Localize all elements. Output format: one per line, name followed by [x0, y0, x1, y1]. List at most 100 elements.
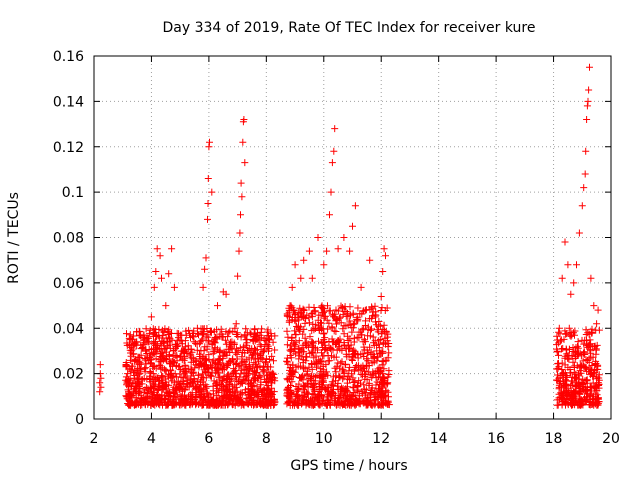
data-point — [219, 396, 226, 404]
data-point — [152, 345, 160, 353]
data-point — [127, 368, 135, 376]
data-point — [251, 326, 259, 334]
data-point — [203, 325, 211, 332]
data-point — [292, 383, 300, 390]
data-point — [365, 368, 373, 376]
data-point — [364, 332, 372, 340]
data-point — [170, 283, 178, 291]
data-point — [380, 397, 387, 405]
data-point — [286, 352, 294, 359]
data-point — [318, 377, 326, 385]
data-point — [351, 401, 359, 409]
data-point — [261, 387, 269, 394]
data-point — [359, 371, 366, 379]
data-point — [188, 379, 196, 387]
data-point — [136, 389, 144, 397]
data-point — [262, 395, 270, 403]
data-point — [208, 188, 216, 196]
data-point — [212, 333, 219, 341]
data-point — [309, 309, 317, 317]
data-point — [152, 329, 160, 337]
data-point — [187, 379, 195, 386]
data-point — [140, 336, 148, 344]
data-point — [122, 376, 130, 384]
data-point — [353, 383, 361, 391]
data-point — [376, 364, 384, 372]
data-point — [169, 362, 177, 370]
data-point — [235, 247, 243, 255]
data-point — [124, 401, 132, 409]
x-tick-label: 16 — [487, 431, 505, 447]
data-point — [558, 359, 566, 367]
data-point — [578, 202, 586, 210]
data-point — [346, 247, 354, 255]
data-point — [338, 386, 346, 394]
data-point — [268, 379, 276, 387]
data-point — [586, 401, 594, 409]
data-point — [308, 327, 316, 335]
data-point — [227, 344, 235, 352]
data-point — [221, 401, 229, 409]
data-point — [164, 327, 172, 335]
data-point — [286, 364, 294, 371]
data-point — [370, 370, 378, 378]
data-point — [308, 390, 316, 398]
data-point — [156, 393, 164, 401]
data-point — [305, 247, 313, 255]
data-point — [305, 303, 313, 311]
data-point — [555, 324, 563, 332]
data-point — [200, 386, 208, 394]
data-point — [203, 343, 211, 351]
data-point — [587, 274, 595, 282]
data-point — [304, 383, 312, 391]
data-point — [288, 333, 296, 341]
data-point — [141, 355, 149, 363]
data-point — [319, 352, 327, 360]
data-point — [212, 364, 220, 372]
data-point — [581, 336, 589, 344]
data-point — [230, 392, 238, 400]
data-point — [283, 357, 290, 365]
data-point — [223, 376, 231, 383]
data-point — [365, 379, 373, 387]
data-point — [133, 367, 141, 375]
data-point — [252, 346, 259, 354]
data-point — [561, 361, 569, 369]
data-point — [257, 400, 265, 408]
data-point — [211, 344, 219, 352]
data-point — [292, 331, 300, 339]
data-point — [372, 395, 380, 403]
data-point — [352, 362, 360, 369]
data-point — [340, 368, 348, 376]
data-point — [305, 319, 313, 327]
data-point — [185, 365, 193, 373]
data-point — [314, 346, 321, 354]
data-point — [385, 401, 393, 408]
data-point — [321, 346, 329, 353]
data-point — [201, 363, 209, 371]
data-point — [344, 312, 352, 320]
data-point — [315, 322, 323, 330]
data-point — [558, 274, 566, 282]
data-point — [291, 327, 299, 335]
data-point — [205, 368, 213, 376]
data-point — [214, 302, 221, 310]
data-point — [372, 313, 379, 321]
data-point — [158, 326, 166, 334]
data-point — [221, 336, 229, 344]
data-point — [340, 342, 348, 350]
data-point — [383, 380, 391, 388]
data-point — [375, 373, 382, 381]
data-point — [328, 335, 336, 343]
data-point — [575, 375, 583, 383]
data-point — [219, 366, 227, 374]
data-point — [379, 268, 387, 275]
data-point — [180, 356, 188, 364]
data-point — [253, 363, 261, 371]
data-point — [329, 311, 336, 319]
data-point — [243, 371, 251, 379]
data-point — [335, 372, 343, 380]
data-point — [315, 326, 323, 334]
data-point — [377, 293, 385, 300]
data-point — [238, 193, 246, 201]
